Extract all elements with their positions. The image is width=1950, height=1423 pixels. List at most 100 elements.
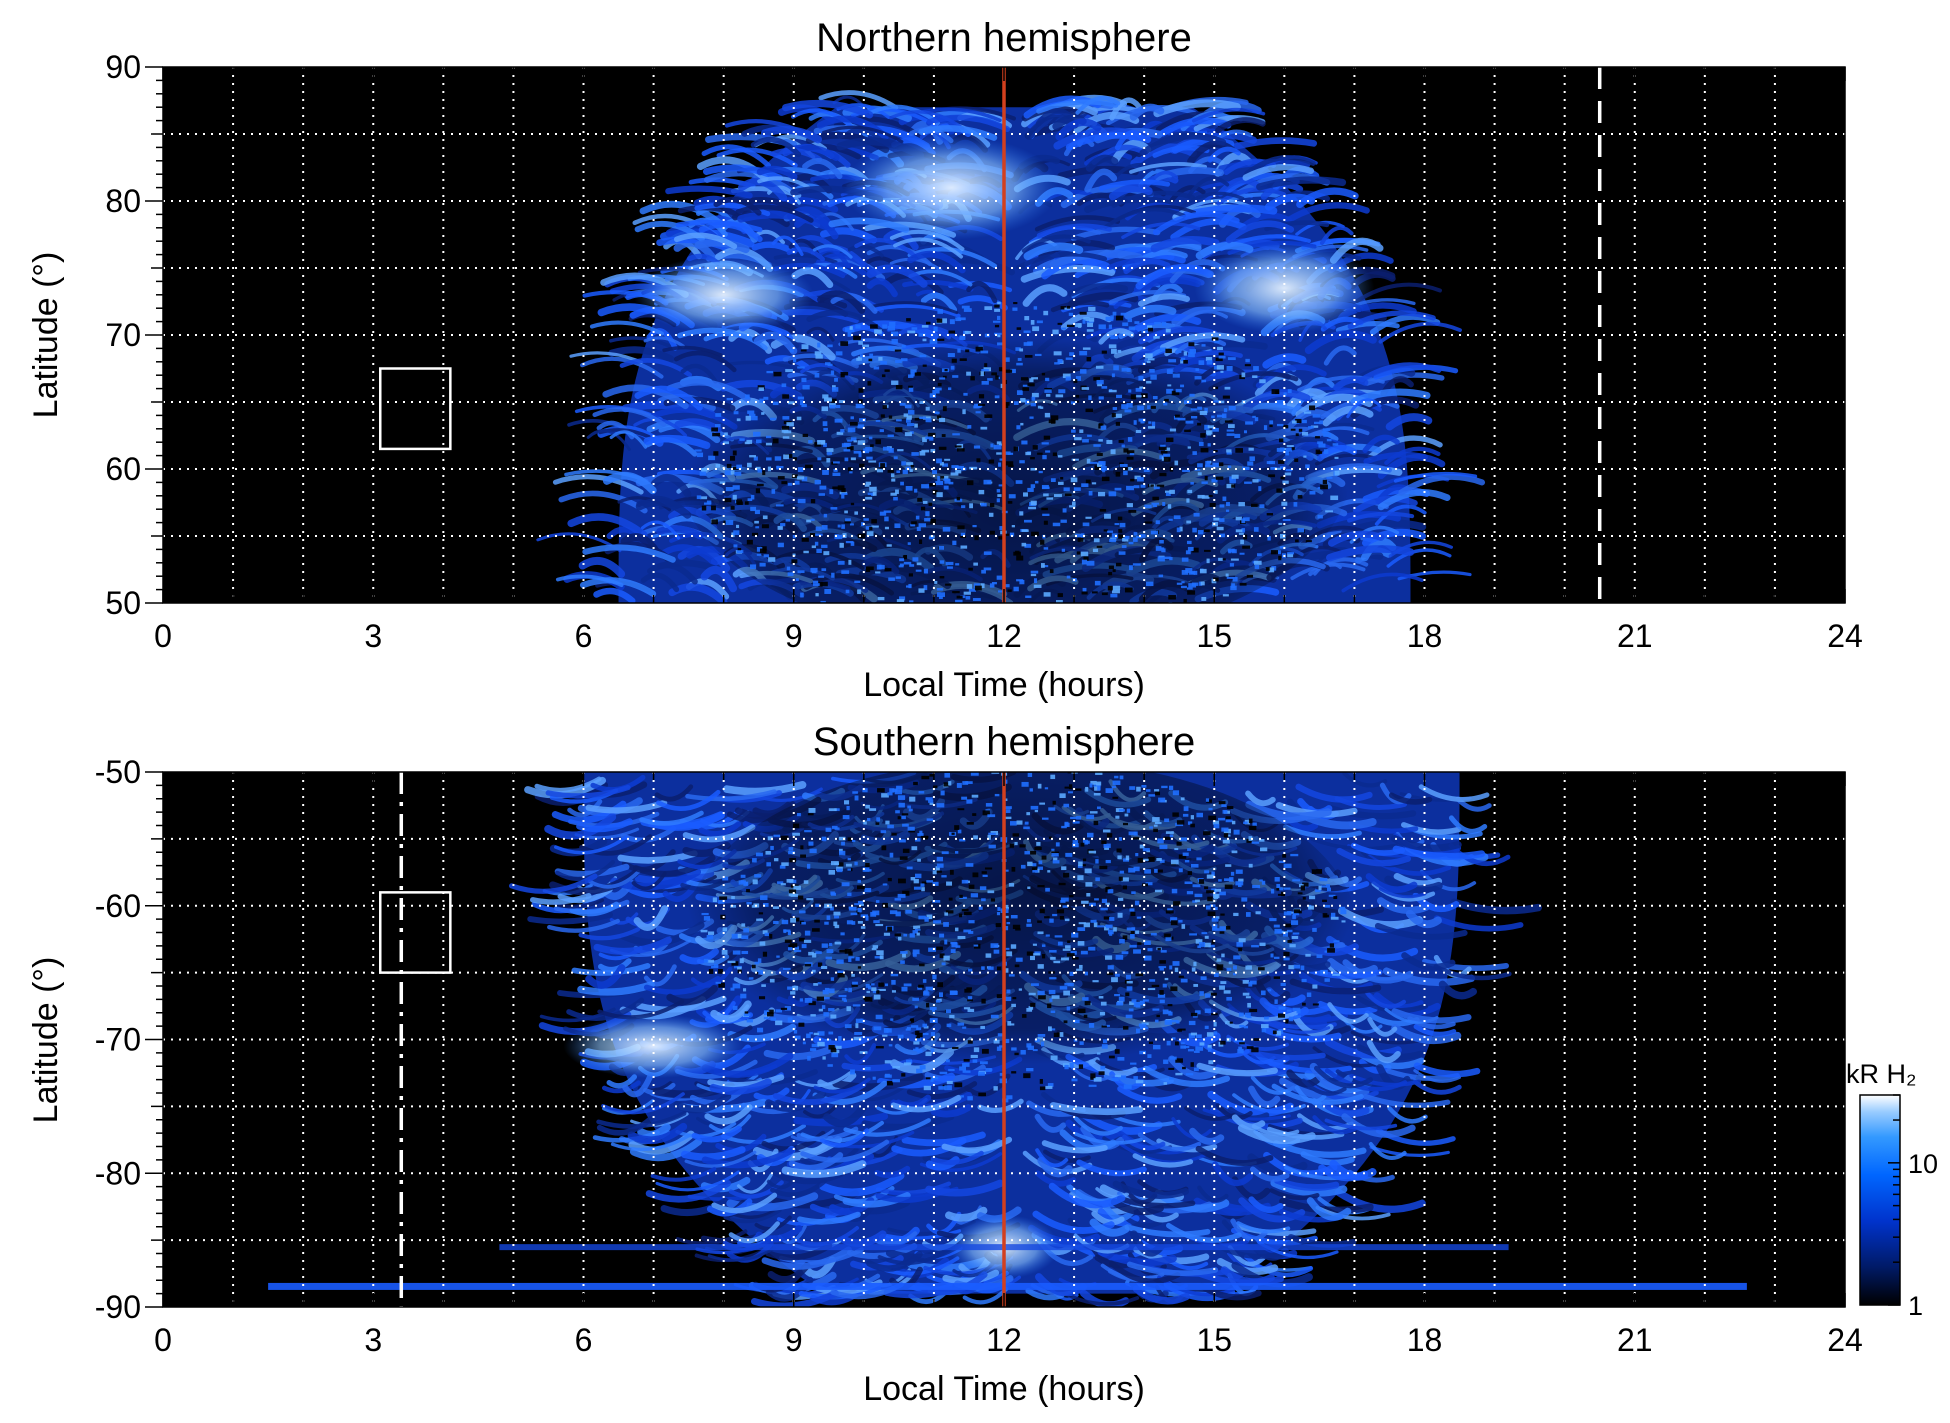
south-emission-speckle [1102,1039,1108,1044]
north-emission-speckle [1165,348,1172,354]
north-emission-streak [1361,537,1397,562]
south-emission-speckle [783,929,787,934]
south-emission-speckle [1269,918,1277,922]
south-emission-speckle [1067,940,1071,943]
south-emission-speckle [1015,957,1023,962]
south-emission-speckle [1238,947,1243,952]
south-emission-speckle [752,879,758,885]
south-emission-speckle [968,884,975,889]
north-emission-speckle [1246,574,1254,578]
north-emission-speckle [993,610,997,613]
north-emission-speckle [733,544,738,548]
south-emission-speckle [910,877,916,881]
south-emission-speckle [965,781,973,784]
south-emission-speckle [751,964,756,969]
north-emission-streak [1225,137,1318,152]
south-emission-speckle [913,781,918,786]
north-emission-speckle [972,607,979,610]
north-emission-speckle [1129,565,1133,571]
south-emission-speckle [873,920,880,924]
north-emission-speckle [978,605,984,609]
south-emission-speckle [1126,974,1131,980]
north-emission-speckle [760,548,767,554]
north-emission-streak [735,204,814,223]
north-emission-speckle [1127,318,1133,323]
south-emission-speckle [1093,1076,1102,1082]
north-emission-speckle [878,611,883,614]
north-emission-speckle [1088,490,1093,496]
south-emission-speckle [1132,837,1140,840]
south-emission-speckle [1026,1068,1034,1072]
north-emission-speckle [888,415,893,419]
north-emission-speckle [1310,425,1319,428]
south-emission-speckle [1092,980,1099,983]
north-emission-streak [1350,388,1431,405]
south-emission-speckle [812,928,820,932]
south-emission-speckle [911,846,918,851]
south-emission-streak [1392,845,1486,860]
north-emission-speckle [819,485,827,490]
south-emission-speckle [963,1007,971,1010]
north-emission-speckle [1231,484,1236,488]
north-emission-speckle [730,506,735,510]
south-emission-speckle [706,934,714,940]
south-emission-speckle [817,1031,825,1036]
north-x-tick-label: 18 [1407,618,1443,654]
south-emission-streak [1231,1114,1266,1131]
north-emission-speckle [844,520,851,524]
north-emission-speckle [1153,486,1160,490]
north-emission-speckle [1252,415,1256,418]
south-emission-speckle [982,810,990,816]
north-emission-speckle [796,476,805,480]
south-emission-speckle [905,909,912,914]
north-emission-speckle [918,333,926,337]
south-emission-speckle [1225,1021,1230,1025]
north-emission-speckle [925,406,930,411]
south-emission-speckle [972,1059,978,1063]
south-emission-speckle [1156,857,1162,861]
north-emission-speckle [895,427,903,433]
south-emission-speckle [1028,992,1036,996]
south-emission-streak [544,813,617,840]
south-emission-speckle [987,966,994,970]
north-emission-speckle [1155,520,1160,525]
north-emission-speckle [1218,557,1223,561]
north-emission-speckle [794,480,800,485]
south-emission-speckle [758,912,764,915]
south-emission-speckle [860,903,864,906]
north-emission-speckle [894,610,898,613]
north-emission-speckle [859,463,865,468]
south-emission-speckle [1258,967,1265,971]
south-emission-speckle [1031,863,1037,869]
south-emission-speckle [700,929,708,933]
north-emission-speckle [1052,452,1058,457]
north-emission-streak [830,293,878,314]
north-emission-speckle [945,583,952,586]
north-emission-speckle [933,608,941,610]
north-emission-streak [750,136,802,158]
south-emission-speckle [821,836,827,842]
north-emission-speckle [1043,592,1051,597]
south-emission-speckle [1117,1057,1125,1061]
south-emission-speckle [1253,1038,1261,1042]
south-emission-speckle [1208,1060,1214,1065]
north-emission-speckle [1024,355,1033,358]
north-emission-speckle [1055,394,1064,398]
north-emission-speckle [810,567,818,573]
south-emission-speckle [834,915,840,919]
north-emission-streak [1150,236,1220,253]
south-emission-speckle [1276,888,1280,891]
north-emission-speckle [1041,442,1049,445]
south-emission-speckle [872,910,880,916]
south-emission-speckle [1283,957,1290,961]
south-emission-speckle [738,880,746,885]
north-emission-speckle [956,465,965,469]
north-emission-speckle [1226,429,1234,432]
north-emission-speckle [1183,359,1188,364]
south-emission-speckle [1064,1064,1069,1070]
south-emission-speckle [913,953,917,957]
south-emission-speckle [1003,915,1009,919]
north-emission-streak [771,235,804,257]
south-emission-speckle [1182,852,1189,856]
north-emission-speckle [915,569,922,572]
